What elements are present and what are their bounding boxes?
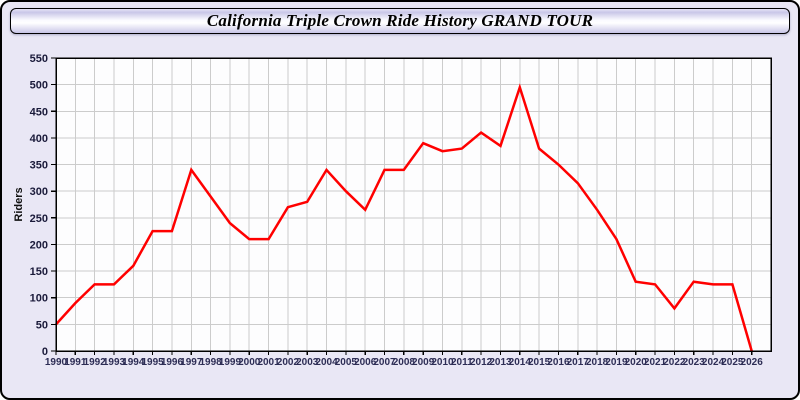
x-tick-label: 2004 (315, 357, 338, 368)
x-tick-label: 2002 (277, 357, 300, 368)
x-tick-label: 2015 (528, 357, 551, 368)
x-tick-label: 2000 (238, 357, 261, 368)
x-tick-label: 2008 (393, 357, 416, 368)
x-tick-labels: 1990199119921993199419951996199719981999… (45, 357, 763, 368)
y-tick-label: 0 (42, 346, 48, 358)
x-tick-label: 2025 (721, 357, 744, 368)
riders-data-line (55, 83, 753, 352)
x-tick-label: 2021 (644, 357, 667, 368)
x-tick-label: 2013 (489, 357, 512, 368)
chart-title: California Triple Crown Ride History GRA… (206, 11, 594, 30)
x-tick-label: 2014 (509, 357, 532, 368)
x-tick-label: 2016 (547, 357, 570, 368)
x-tick-label: 2012 (470, 357, 493, 368)
x-tick-label: 2003 (296, 357, 319, 368)
y-tick-label: 300 (30, 186, 48, 198)
y-tick-labels: 0 50 100 150 200 250 300 350 400 450 500 550 (30, 53, 48, 358)
gridlines (56, 58, 771, 351)
x-tick-label: 1991 (64, 357, 87, 368)
x-tick-label: 2001 (257, 357, 280, 368)
x-tick-label: 1999 (219, 357, 242, 368)
x-tick-label: 2022 (663, 357, 686, 368)
x-tick-label: 1992 (84, 357, 107, 368)
x-tick-label: 2009 (412, 357, 435, 368)
x-tick-label: 2018 (586, 357, 609, 368)
x-tick-label: 2019 (605, 357, 628, 368)
x-tick-label: 1997 (180, 357, 203, 368)
y-axis-title: Riders (13, 187, 25, 221)
x-tick-label: 1996 (161, 357, 184, 368)
y-tick-label: 450 (30, 106, 48, 118)
y-tick-label: 550 (30, 53, 48, 65)
axis-ticks (51, 57, 753, 355)
y-tick-label: 200 (30, 239, 48, 251)
x-tick-label: 2007 (373, 357, 396, 368)
x-tick-label: 1995 (141, 357, 164, 368)
x-tick-label: 2010 (431, 357, 454, 368)
x-tick-label: 1998 (199, 357, 222, 368)
line-chart-plot: 1990199119921993199419951996199719981999… (13, 53, 772, 368)
y-tick-label: 400 (30, 133, 48, 145)
x-tick-label: 1993 (103, 357, 126, 368)
plot-border (55, 57, 772, 352)
x-tick-label: 1990 (45, 357, 68, 368)
y-tick-label: 50 (36, 319, 48, 331)
x-tick-label: 2017 (567, 357, 590, 368)
y-tick-label: 250 (30, 213, 48, 225)
y-tick-label: 500 (30, 80, 48, 92)
x-tick-label: 2024 (702, 357, 725, 368)
plot-area (56, 58, 771, 351)
x-tick-label: 2011 (451, 357, 473, 368)
y-tick-label: 350 (30, 160, 48, 172)
title-bar: California Triple Crown Ride History GRA… (10, 8, 790, 34)
y-tick-label: 150 (30, 266, 48, 278)
x-tick-label: 2026 (741, 357, 764, 368)
x-tick-label: 2006 (354, 357, 377, 368)
x-tick-label: 2023 (683, 357, 706, 368)
x-tick-label: 1994 (122, 357, 145, 368)
x-tick-label: 2005 (335, 357, 358, 368)
chart-region: 1990 1991 1992 1993 1994 1995 1996 1997 1998 1999… (2, 34, 798, 398)
x-tick-label: 2020 (625, 357, 648, 368)
y-tick-label: 100 (30, 293, 48, 305)
